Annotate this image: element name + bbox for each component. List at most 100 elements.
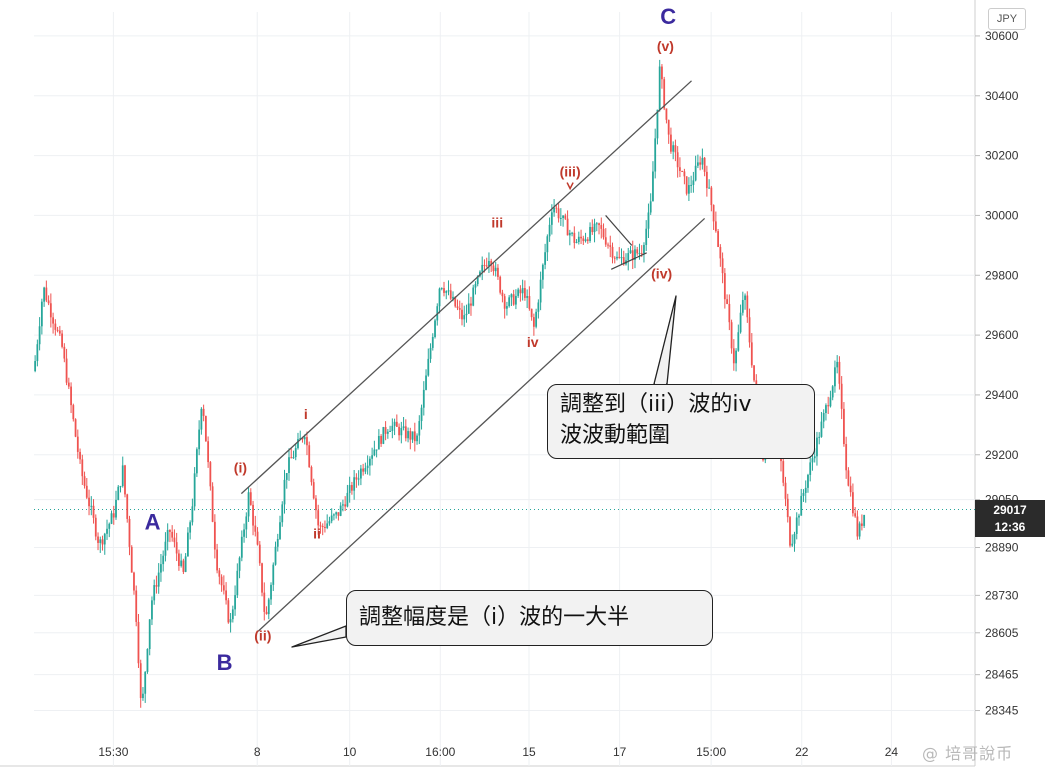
candle-body bbox=[335, 512, 338, 515]
candle-body bbox=[227, 600, 230, 623]
candle-body bbox=[333, 514, 335, 516]
candle-body bbox=[643, 244, 645, 254]
candle-body bbox=[647, 212, 650, 229]
candle-body bbox=[34, 361, 37, 371]
candle-body bbox=[676, 152, 679, 168]
candle-body bbox=[690, 184, 693, 186]
candle-body bbox=[94, 517, 97, 537]
price-axis: 30600 30400 30200 30000 29800 29600 29400 29200… bbox=[975, 29, 1019, 718]
x-tick-label: 15:30 bbox=[98, 745, 128, 759]
candle-body bbox=[712, 205, 715, 222]
candle-body bbox=[115, 499, 117, 518]
candle-body bbox=[281, 504, 284, 523]
candle-body bbox=[445, 291, 448, 293]
candle-body bbox=[593, 223, 596, 233]
candle-body bbox=[661, 66, 663, 80]
candle-body bbox=[852, 492, 854, 514]
candle-body bbox=[288, 457, 290, 474]
candle-body bbox=[843, 408, 845, 445]
candle-body bbox=[699, 162, 702, 165]
candle-body bbox=[735, 350, 737, 364]
y-tick-label: 28890 bbox=[985, 541, 1019, 555]
candle-body bbox=[144, 671, 147, 694]
candle-body bbox=[236, 570, 239, 596]
candle-body bbox=[222, 585, 225, 591]
candle-body bbox=[384, 427, 387, 434]
candle-body bbox=[74, 419, 77, 437]
wave-label: (iv) bbox=[651, 265, 672, 281]
candle-body bbox=[310, 467, 313, 483]
candle-body bbox=[609, 245, 612, 247]
candle-body bbox=[483, 264, 486, 266]
candle-body bbox=[422, 389, 425, 408]
annotation-iv-line-1: 調整到（iii）波的iv bbox=[560, 392, 752, 417]
candlestick-series bbox=[34, 59, 866, 708]
candle-body bbox=[346, 492, 349, 507]
candle-body bbox=[447, 290, 450, 292]
candle-body bbox=[155, 585, 158, 587]
x-tick-label: 17 bbox=[613, 745, 627, 759]
candle-body bbox=[391, 425, 394, 431]
candle-body bbox=[573, 232, 576, 243]
candle-body bbox=[753, 365, 755, 381]
candle-body bbox=[380, 435, 383, 444]
candle-body bbox=[359, 468, 362, 479]
wave-label: (i) bbox=[234, 460, 247, 476]
candle-body bbox=[137, 621, 140, 664]
candle-body bbox=[582, 238, 585, 242]
candle-body bbox=[508, 297, 511, 307]
candle-body bbox=[240, 536, 243, 558]
candle-body bbox=[409, 431, 412, 440]
candle-body bbox=[674, 145, 677, 153]
candle-body bbox=[386, 431, 389, 434]
candle-body bbox=[204, 415, 207, 442]
x-tick-label: 22 bbox=[795, 745, 809, 759]
candle-body bbox=[256, 531, 259, 545]
candle-body bbox=[555, 207, 558, 209]
candle-body bbox=[523, 288, 526, 298]
candle-body bbox=[807, 474, 809, 488]
candle-body bbox=[342, 504, 344, 506]
wave-label: iii bbox=[491, 214, 503, 230]
candle-body bbox=[595, 223, 598, 225]
candle-body bbox=[103, 533, 106, 545]
x-tick-label: 15:00 bbox=[696, 745, 726, 759]
watermark: @ 培哥說币 bbox=[922, 744, 1014, 763]
candle-body bbox=[290, 457, 293, 459]
candle-body bbox=[193, 473, 196, 507]
candle-body bbox=[683, 171, 686, 177]
candle-body bbox=[400, 427, 403, 436]
candle-body bbox=[263, 592, 266, 612]
candle-body bbox=[811, 458, 814, 463]
candle-body bbox=[568, 232, 571, 236]
candle-body bbox=[600, 225, 603, 229]
candle-body bbox=[128, 518, 131, 547]
candle-body bbox=[860, 523, 863, 526]
candle-body bbox=[99, 539, 102, 543]
candle-body bbox=[38, 326, 41, 345]
candle-body bbox=[784, 482, 787, 499]
candle-body bbox=[407, 431, 409, 439]
candle-body bbox=[708, 187, 711, 189]
candle-body bbox=[431, 336, 434, 348]
candle-body bbox=[119, 486, 122, 488]
candle-body bbox=[849, 485, 852, 493]
candle-body bbox=[636, 249, 639, 254]
candle-body bbox=[171, 531, 174, 538]
candle-body bbox=[382, 427, 385, 444]
candle-body bbox=[337, 512, 340, 516]
candle-body bbox=[838, 361, 841, 384]
candle-body bbox=[739, 312, 742, 333]
bar-countdown: 12:36 bbox=[994, 519, 1026, 534]
candle-body bbox=[303, 437, 306, 440]
candle-body bbox=[270, 584, 272, 600]
candle-body bbox=[616, 256, 618, 259]
candle-body bbox=[301, 438, 304, 440]
candle-body bbox=[324, 526, 326, 528]
candle-body bbox=[52, 317, 54, 324]
currency-button[interactable]: JPY bbox=[988, 8, 1026, 30]
candle-body bbox=[108, 523, 111, 529]
candle-body bbox=[402, 426, 405, 428]
candle-body bbox=[425, 375, 427, 390]
